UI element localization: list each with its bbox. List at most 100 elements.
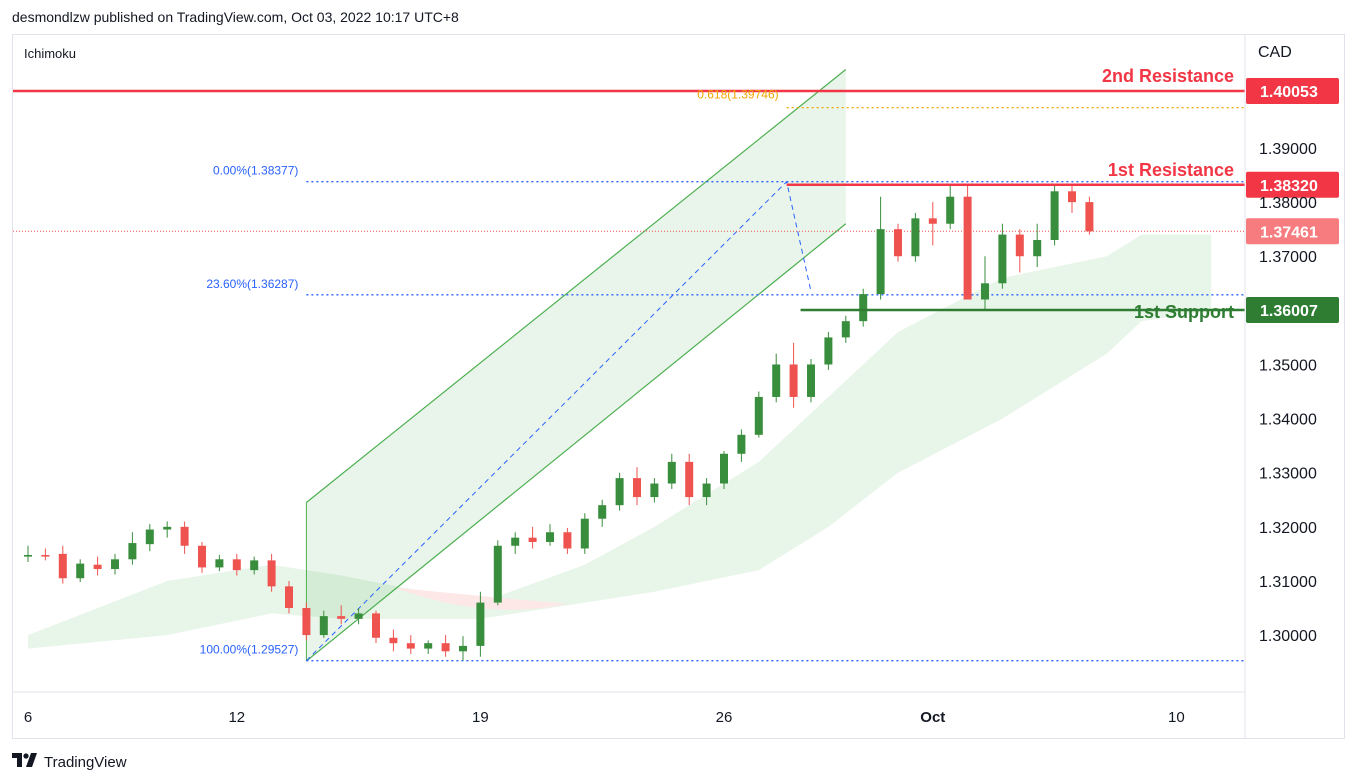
candle xyxy=(911,212,920,262)
price-tag-bg xyxy=(1246,218,1339,245)
candle xyxy=(737,429,746,462)
y-tick-label: 1.33000 xyxy=(1259,466,1317,483)
candle xyxy=(1015,229,1024,273)
candle-body xyxy=(963,196,972,300)
candle-body xyxy=(998,234,1007,284)
price-tag-label: 1.36007 xyxy=(1260,303,1318,320)
price-tag: 1.40053 xyxy=(1246,78,1339,104)
x-tick-label: 12 xyxy=(228,709,245,726)
chart-frame xyxy=(12,34,1345,739)
candle xyxy=(24,545,32,563)
candle-body xyxy=(615,478,624,506)
candle-body xyxy=(859,294,868,322)
channel-lower-line xyxy=(306,223,847,662)
y-tick-label: 1.38000 xyxy=(1259,195,1317,212)
candle xyxy=(215,554,224,572)
price-tag-bg xyxy=(1246,171,1339,198)
candle-body xyxy=(128,543,137,560)
candle-body xyxy=(24,554,32,557)
fib-level-label: 0.00%(1.38377) xyxy=(213,164,298,178)
candle-body xyxy=(702,483,711,498)
candle xyxy=(1068,184,1076,213)
candle xyxy=(389,629,398,652)
price-tag-label: 1.38320 xyxy=(1260,178,1318,195)
candle xyxy=(232,553,241,576)
candle-body xyxy=(459,645,467,652)
publisher-header: desmondlzw published on TradingView.com,… xyxy=(12,9,459,25)
candle xyxy=(128,532,137,565)
candle-body xyxy=(667,461,676,484)
candle xyxy=(807,359,815,403)
fib-extension-label: 0.618(1.39746) xyxy=(697,88,778,102)
candle xyxy=(720,451,728,489)
fib-level-label: 23.60%(1.36287) xyxy=(206,277,298,291)
candle-body xyxy=(76,563,85,579)
tradingview-logo-icon[interactable] xyxy=(12,752,38,772)
candle xyxy=(685,453,694,506)
y-tick-label: 1.30000 xyxy=(1259,628,1317,645)
candle-body xyxy=(946,196,955,224)
candle xyxy=(928,202,937,246)
channel-upper-line xyxy=(306,69,847,503)
candle xyxy=(319,610,328,638)
candle xyxy=(1050,185,1059,246)
indicator-label[interactable]: Ichimoku xyxy=(24,46,77,61)
x-tick-label: 10 xyxy=(1168,709,1185,726)
candle-body xyxy=(58,553,67,579)
candle xyxy=(476,591,485,657)
price-tag: 1.36007 xyxy=(1246,296,1339,323)
candle-body xyxy=(93,564,102,570)
candle-body xyxy=(198,545,206,568)
x-tick-label: Oct xyxy=(920,709,945,726)
candle-body xyxy=(981,283,989,300)
candle-body xyxy=(163,526,172,530)
candle-body xyxy=(685,461,694,498)
candle-body xyxy=(876,229,885,295)
candle-body xyxy=(41,554,50,557)
price-tag: 1.37461 xyxy=(1246,218,1339,245)
y-tick-label: 1.31000 xyxy=(1259,574,1317,591)
candle-body xyxy=(145,529,154,545)
sr-level-label: 2nd Resistance xyxy=(1102,66,1234,86)
candle-body xyxy=(546,532,554,542)
candle xyxy=(1085,196,1094,235)
candle xyxy=(302,602,311,641)
candle xyxy=(841,315,850,343)
ichimoku-cloud xyxy=(28,234,1212,649)
candle-body xyxy=(598,505,607,519)
candle xyxy=(58,545,67,584)
y-tick-label: 1.32000 xyxy=(1259,520,1317,537)
candle-body xyxy=(180,526,189,546)
candle-body xyxy=(372,613,380,638)
candle xyxy=(667,453,676,489)
candle-body xyxy=(267,560,276,587)
candle-body xyxy=(354,613,363,619)
candle xyxy=(163,521,172,538)
candle-body xyxy=(563,532,572,549)
candle xyxy=(111,553,119,575)
candle-body xyxy=(528,537,537,542)
x-tick-label: 6 xyxy=(24,709,32,726)
plot-area xyxy=(13,69,1245,662)
candle-body xyxy=(441,643,450,652)
candle-body xyxy=(302,608,311,636)
price-tag-bg xyxy=(1246,78,1339,104)
tradingview-brand[interactable]: TradingView xyxy=(44,753,127,771)
candle-body xyxy=(250,560,259,571)
candle xyxy=(946,185,955,230)
candle xyxy=(76,559,85,583)
candle-body xyxy=(1033,239,1042,257)
candle xyxy=(145,524,154,552)
candle-body xyxy=(511,537,520,546)
candle-body xyxy=(319,616,328,636)
candle xyxy=(493,540,502,606)
x-tick-label: 26 xyxy=(716,709,733,726)
candle-body xyxy=(493,545,502,603)
candle xyxy=(180,521,189,554)
candle xyxy=(859,288,868,327)
candle xyxy=(41,548,50,561)
candle xyxy=(563,527,572,554)
candle xyxy=(998,223,1007,289)
candle xyxy=(250,556,259,575)
